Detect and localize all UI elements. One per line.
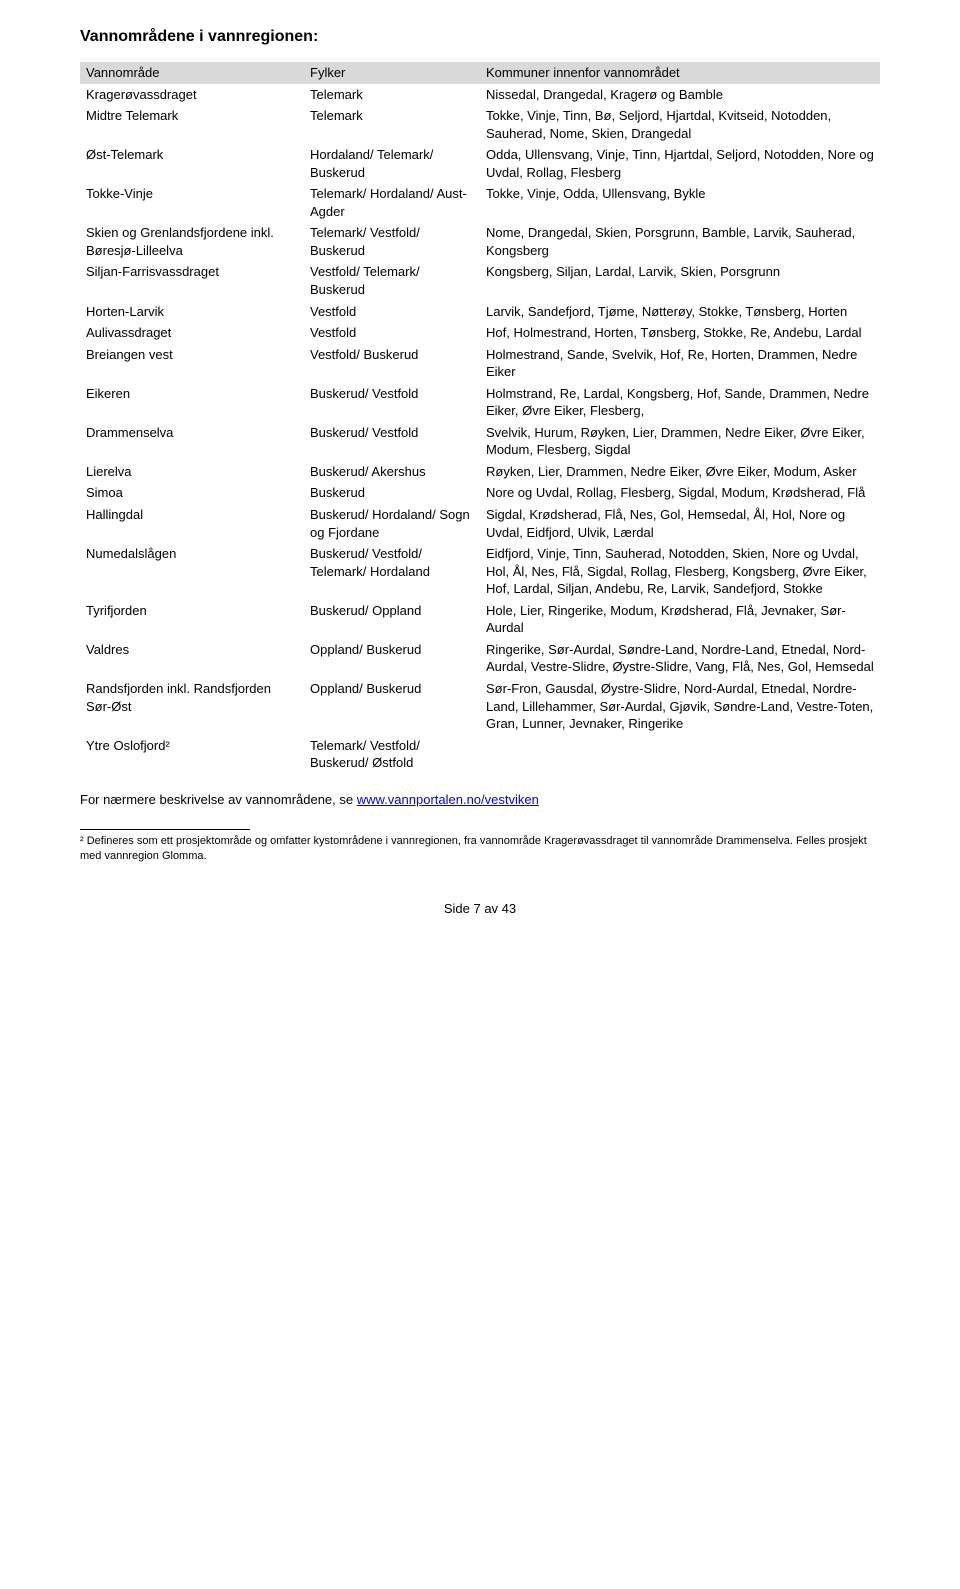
table-cell: Breiangen vest: [80, 344, 304, 383]
table-cell: Tokke-Vinje: [80, 183, 304, 222]
table-row: Øst-TelemarkHordaland/ Telemark/ Buskeru…: [80, 144, 880, 183]
below-text-prefix: For nærmere beskrivelse av vannområdene,…: [80, 792, 357, 807]
table-cell: Hof, Holmestrand, Horten, Tønsberg, Stok…: [480, 322, 880, 344]
table-cell: Holmstrand, Re, Lardal, Kongsberg, Hof, …: [480, 383, 880, 422]
table-cell: Telemark: [304, 84, 480, 106]
table-cell: Ringerike, Sør-Aurdal, Søndre-Land, Nord…: [480, 639, 880, 678]
page-heading: Vannområdene i vannregionen:: [80, 28, 880, 46]
table-cell: Simoa: [80, 482, 304, 504]
table-row: HallingdalBuskerud/ Hordaland/ Sogn og F…: [80, 504, 880, 543]
table-cell: Sigdal, Krødsherad, Flå, Nes, Gol, Hemse…: [480, 504, 880, 543]
table-row: Horten-LarvikVestfoldLarvik, Sandefjord,…: [80, 301, 880, 323]
table-cell: Holmestrand, Sande, Svelvik, Hof, Re, Ho…: [480, 344, 880, 383]
table-cell: Buskerud/ Oppland: [304, 600, 480, 639]
footnote: ² Defineres som ett prosjektområde og om…: [80, 834, 880, 864]
table-cell: Siljan-Farrisvassdraget: [80, 261, 304, 300]
table-row: Randsfjorden inkl. Randsfjorden Sør-ØstO…: [80, 678, 880, 735]
table-cell: Skien og Grenlandsfjordene inkl. Børesjø…: [80, 222, 304, 261]
table-cell: Tyrifjorden: [80, 600, 304, 639]
table-cell: Aulivassdraget: [80, 322, 304, 344]
footnote-separator: [80, 829, 250, 830]
table-cell: Hole, Lier, Ringerike, Modum, Krødsherad…: [480, 600, 880, 639]
table-header-row: Vannområde Fylker Kommuner innenfor vann…: [80, 62, 880, 84]
table-cell: Buskerud/ Vestfold: [304, 422, 480, 461]
table-row: NumedalslågenBuskerud/ Vestfold/ Telemar…: [80, 543, 880, 600]
page-footer: Side 7 av 43: [80, 901, 880, 916]
table-row: TyrifjordenBuskerud/ OpplandHole, Lier, …: [80, 600, 880, 639]
table-cell: Ytre Oslofjord²: [80, 735, 304, 774]
table-row: Midtre TelemarkTelemarkTokke, Vinje, Tin…: [80, 105, 880, 144]
table-cell: Røyken, Lier, Drammen, Nedre Eiker, Øvre…: [480, 461, 880, 483]
table-cell: Lierelva: [80, 461, 304, 483]
table-cell: Telemark/ Vestfold/ Buskerud: [304, 222, 480, 261]
table-cell: Larvik, Sandefjord, Tjøme, Nøtterøy, Sto…: [480, 301, 880, 323]
vannportalen-link[interactable]: www.vannportalen.no/vestviken: [357, 792, 539, 807]
table-cell: Buskerud: [304, 482, 480, 504]
table-cell: Kragerøvassdraget: [80, 84, 304, 106]
table-cell: Buskerud/ Vestfold/ Telemark/ Hordaland: [304, 543, 480, 600]
col-fylker: Fylker: [304, 62, 480, 84]
table-cell: Telemark/ Hordaland/ Aust-Agder: [304, 183, 480, 222]
table-cell: Buskerud/ Hordaland/ Sogn og Fjordane: [304, 504, 480, 543]
table-row: EikerenBuskerud/ VestfoldHolmstrand, Re,…: [80, 383, 880, 422]
table-cell: Nore og Uvdal, Rollag, Flesberg, Sigdal,…: [480, 482, 880, 504]
table-cell: Drammenselva: [80, 422, 304, 461]
table-cell: Oppland/ Buskerud: [304, 639, 480, 678]
table-cell: Numedalslågen: [80, 543, 304, 600]
table-cell: Odda, Ullensvang, Vinje, Tinn, Hjartdal,…: [480, 144, 880, 183]
table-cell: Horten-Larvik: [80, 301, 304, 323]
table-cell: Sør-Fron, Gausdal, Øystre-Slidre, Nord-A…: [480, 678, 880, 735]
below-text: For nærmere beskrivelse av vannområdene,…: [80, 792, 880, 807]
table-cell: Telemark/ Vestfold/ Buskerud/ Østfold: [304, 735, 480, 774]
table-row: Skien og Grenlandsfjordene inkl. Børesjø…: [80, 222, 880, 261]
table-cell: Tokke, Vinje, Odda, Ullensvang, Bykle: [480, 183, 880, 222]
table-cell: [480, 735, 880, 774]
table-cell: Hallingdal: [80, 504, 304, 543]
col-vannomrade: Vannområde: [80, 62, 304, 84]
table-row: Siljan-FarrisvassdragetVestfold/ Telemar…: [80, 261, 880, 300]
table-cell: Øst-Telemark: [80, 144, 304, 183]
table-cell: Eikeren: [80, 383, 304, 422]
table-row: ValdresOppland/ BuskerudRingerike, Sør-A…: [80, 639, 880, 678]
table-cell: Vestfold: [304, 322, 480, 344]
table-cell: Buskerud/ Vestfold: [304, 383, 480, 422]
table-cell: Nome, Drangedal, Skien, Porsgrunn, Bambl…: [480, 222, 880, 261]
table-row: Ytre Oslofjord²Telemark/ Vestfold/ Buske…: [80, 735, 880, 774]
table-row: Breiangen vestVestfold/ BuskerudHolmestr…: [80, 344, 880, 383]
table-cell: Valdres: [80, 639, 304, 678]
table-row: DrammenselvaBuskerud/ VestfoldSvelvik, H…: [80, 422, 880, 461]
table-cell: Oppland/ Buskerud: [304, 678, 480, 735]
table-row: AulivassdragetVestfoldHof, Holmestrand, …: [80, 322, 880, 344]
col-kommuner: Kommuner innenfor vannområdet: [480, 62, 880, 84]
table-cell: Svelvik, Hurum, Røyken, Lier, Drammen, N…: [480, 422, 880, 461]
table-cell: Tokke, Vinje, Tinn, Bø, Seljord, Hjartda…: [480, 105, 880, 144]
table-row: LierelvaBuskerud/ AkershusRøyken, Lier, …: [80, 461, 880, 483]
table-cell: Eidfjord, Vinje, Tinn, Sauherad, Notodde…: [480, 543, 880, 600]
table-row: SimoaBuskerudNore og Uvdal, Rollag, Fles…: [80, 482, 880, 504]
table-cell: Telemark: [304, 105, 480, 144]
table-cell: Hordaland/ Telemark/ Buskerud: [304, 144, 480, 183]
table-cell: Vestfold/ Telemark/ Buskerud: [304, 261, 480, 300]
table-row: Tokke-VinjeTelemark/ Hordaland/ Aust-Agd…: [80, 183, 880, 222]
vannomrade-table: Vannområde Fylker Kommuner innenfor vann…: [80, 62, 880, 774]
table-cell: Nissedal, Drangedal, Kragerø og Bamble: [480, 84, 880, 106]
table-cell: Vestfold: [304, 301, 480, 323]
table-cell: Kongsberg, Siljan, Lardal, Larvik, Skien…: [480, 261, 880, 300]
table-row: KragerøvassdragetTelemarkNissedal, Drang…: [80, 84, 880, 106]
table-cell: Buskerud/ Akershus: [304, 461, 480, 483]
table-cell: Vestfold/ Buskerud: [304, 344, 480, 383]
table-cell: Midtre Telemark: [80, 105, 304, 144]
table-cell: Randsfjorden inkl. Randsfjorden Sør-Øst: [80, 678, 304, 735]
